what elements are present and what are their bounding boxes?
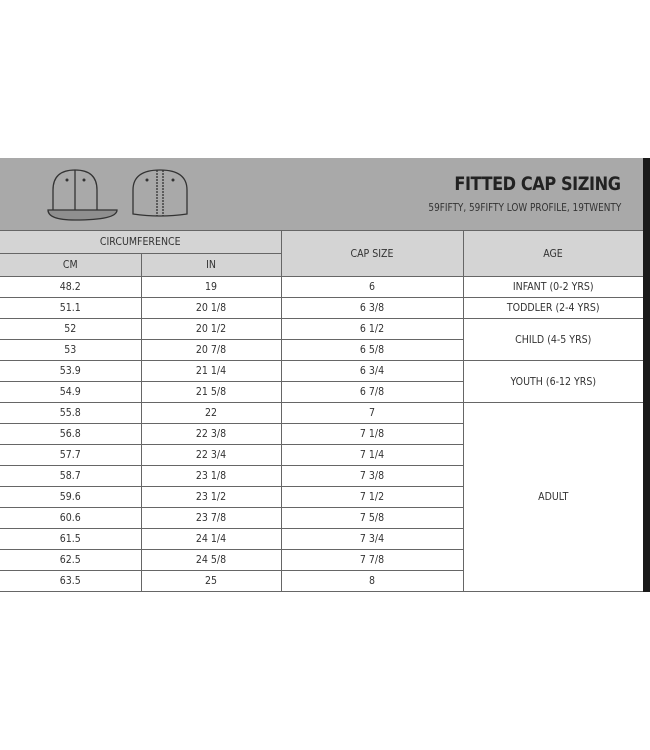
table-row: 57.7 22 3/4 7 1/4: [0, 444, 643, 466]
in-cell: 24 5/8: [140, 549, 282, 571]
age-cell: TODDLER (2-4 YRS): [462, 297, 643, 319]
in-cell: 20 1/2: [140, 318, 282, 340]
in-cell: 20 1/8: [140, 297, 282, 319]
in-cell: 23 1/8: [140, 465, 282, 487]
cm-cell: 57.7: [0, 444, 142, 466]
in-header: IN: [140, 253, 282, 277]
table-row: 61.5 24 1/4 7 3/4: [0, 528, 643, 550]
cm-cell: 54.9: [0, 381, 142, 403]
table-row: 54.9 21 5/8 6 7/8: [0, 381, 643, 403]
table-row: 59.6 23 1/2 7 1/2: [0, 486, 643, 508]
cap-sizing-chart: FITTED CAP SIZING 59FIFTY, 59FIFTY LOW P…: [0, 158, 644, 592]
age-cell: CHILD (4-5 YRS): [462, 318, 643, 361]
size-cell: 7 1/2: [280, 486, 464, 508]
size-table: CIRCUMFERENCE CAP SIZE AGE CM IN 48.2 19 6…: [0, 230, 644, 592]
cm-cell: 52: [0, 318, 142, 340]
age-header: AGE: [462, 230, 644, 277]
cap-size-header: CAP SIZE: [280, 230, 464, 277]
circumference-header: CIRCUMFERENCE: [0, 230, 282, 254]
in-cell: 22 3/8: [140, 423, 282, 445]
cm-cell: 56.8: [0, 423, 142, 445]
cm-cell: 61.5: [0, 528, 142, 550]
table-row: 60.6 23 7/8 7 5/8: [0, 507, 643, 529]
table-row: 63.5 25 8: [0, 570, 643, 592]
size-cell: 7 3/8: [280, 465, 464, 487]
in-cell: 21 1/4: [140, 360, 282, 382]
cm-header: CM: [0, 253, 142, 277]
size-cell: 6 7/8: [280, 381, 464, 403]
image-edge: [643, 158, 650, 592]
page-subtitle: 59FIFTY, 59FIFTY LOW PROFILE, 19TWENTY: [428, 201, 621, 214]
table-row: 53.9 21 1/4 6 3/4 YOUTH (6-12 YRS): [0, 360, 643, 403]
table-row: 58.7 23 1/8 7 3/8: [0, 465, 643, 487]
size-cell: 6 5/8: [280, 339, 464, 361]
size-cell: 6 3/8: [280, 297, 464, 319]
page-title: FITTED CAP SIZING: [454, 173, 622, 195]
size-cell: 7 3/4: [280, 528, 464, 550]
table-row: 51.1 20 1/8 6 3/8 TODDLER (2-4 YRS): [0, 297, 643, 319]
size-cell: 7 7/8: [280, 549, 464, 571]
in-cell: 22: [140, 402, 282, 424]
in-cell: 24 1/4: [140, 528, 282, 550]
cm-cell: 53.9: [0, 360, 142, 382]
cm-cell: 55.8: [0, 402, 142, 424]
size-cell: 6 1/2: [280, 318, 464, 340]
size-cell: 7: [280, 402, 464, 424]
size-cell: 6 3/4: [280, 360, 464, 382]
header-banner: FITTED CAP SIZING 59FIFTY, 59FIFTY LOW P…: [0, 158, 643, 231]
cap-illustration-icon: [47, 169, 188, 221]
cm-cell: 58.7: [0, 465, 142, 487]
cm-cell: 51.1: [0, 297, 142, 319]
in-cell: 19: [140, 276, 282, 298]
in-cell: 23 1/2: [140, 486, 282, 508]
cm-cell: 60.6: [0, 507, 142, 529]
table-row: 48.2 19 6 INFANT (0-2 YRS): [0, 276, 643, 298]
size-cell: 7 5/8: [280, 507, 464, 529]
size-cell: 8: [280, 570, 464, 592]
cm-cell: 48.2: [0, 276, 142, 298]
in-cell: 23 7/8: [140, 507, 282, 529]
table-row: 56.8 22 3/8 7 1/8: [0, 423, 643, 445]
size-cell: 6: [280, 276, 464, 298]
size-cell: 7 1/4: [280, 444, 464, 466]
age-cell: ADULT: [462, 402, 643, 592]
age-cell: INFANT (0-2 YRS): [462, 276, 643, 298]
size-cell: 7 1/8: [280, 423, 464, 445]
table-row: 55.8 22 7 ADULT: [0, 402, 643, 592]
in-cell: 25: [140, 570, 282, 592]
in-cell: 21 5/8: [140, 381, 282, 403]
cm-cell: 63.5: [0, 570, 142, 592]
in-cell: 22 3/4: [140, 444, 282, 466]
in-cell: 20 7/8: [140, 339, 282, 361]
cm-cell: 59.6: [0, 486, 142, 508]
cm-cell: 53: [0, 339, 142, 361]
cm-cell: 62.5: [0, 549, 142, 571]
age-cell: YOUTH (6-12 YRS): [462, 360, 643, 403]
table-row: 52 20 1/2 6 1/2 CHILD (4-5 YRS): [0, 318, 643, 361]
